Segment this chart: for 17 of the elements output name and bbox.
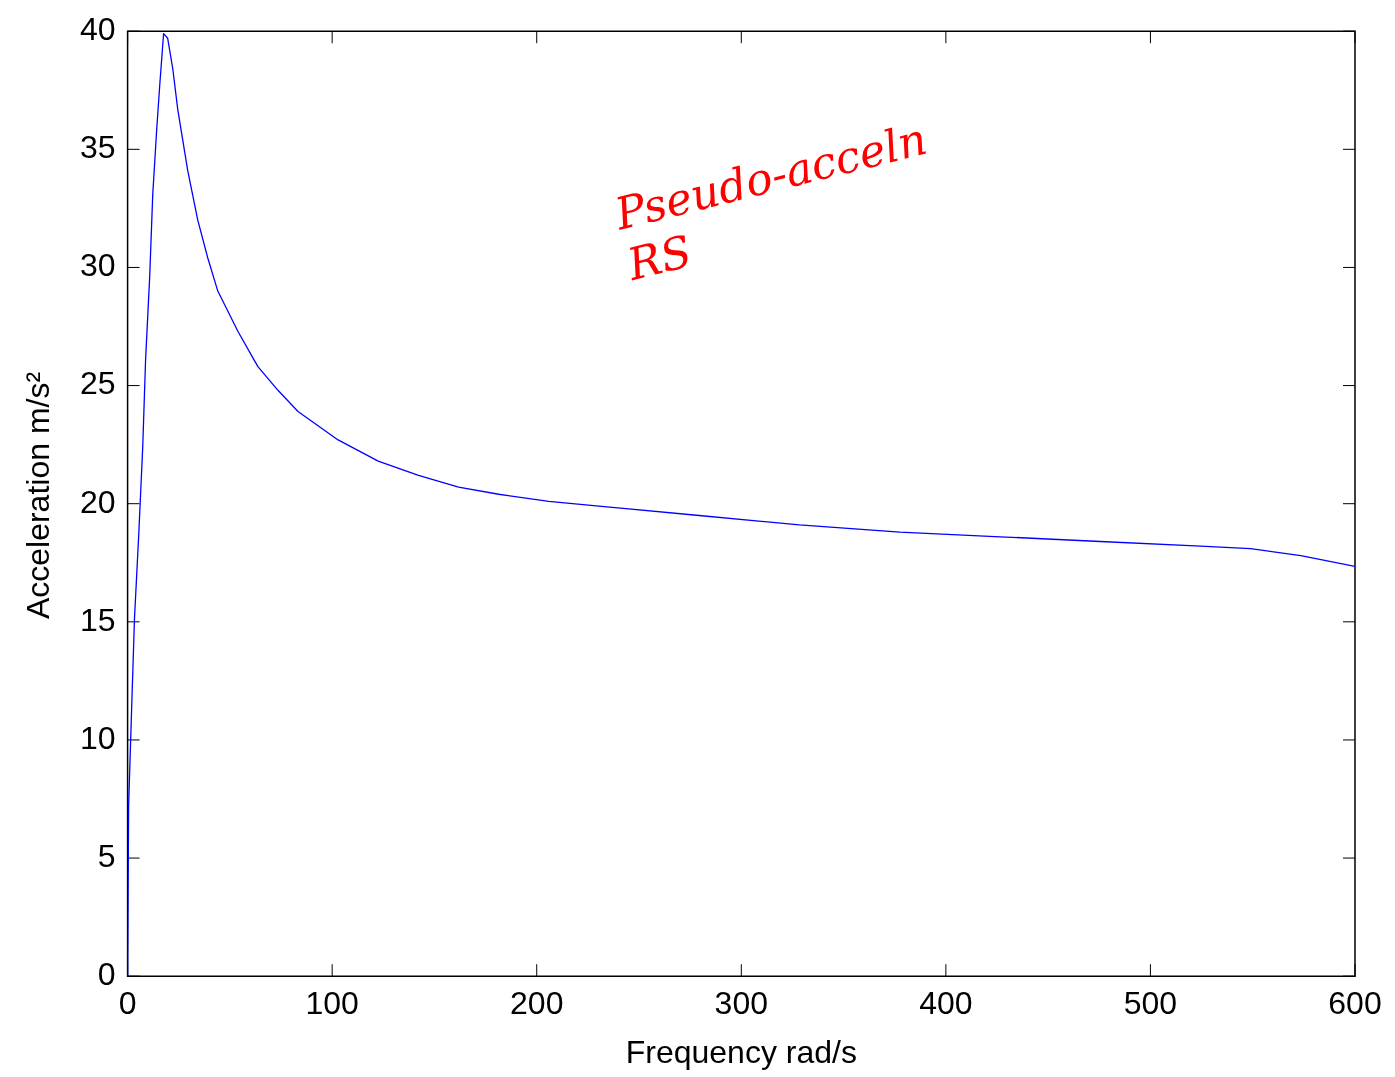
y-tick-label: 35 — [80, 129, 116, 166]
y-tick-label: 0 — [97, 956, 116, 993]
y-axis-title: Acceleration m/s² — [19, 371, 57, 619]
y-tick-label: 10 — [80, 719, 116, 756]
y-tick-label: 25 — [80, 365, 116, 402]
x-tick-label: 200 — [510, 985, 564, 1022]
x-tick-label: 600 — [1328, 985, 1382, 1022]
y-tick-label: 20 — [80, 483, 116, 520]
y-tick-label: 15 — [80, 601, 116, 638]
y-tick-label: 40 — [80, 11, 116, 48]
x-tick-label: 500 — [1123, 985, 1178, 1022]
y-tick-label: 30 — [80, 247, 116, 284]
x-tick-label: 300 — [714, 985, 768, 1022]
x-tick-label: 400 — [919, 985, 973, 1022]
x-axis-title: Frequency rad/s — [625, 1033, 857, 1070]
y-tick-label: 5 — [97, 837, 116, 874]
x-tick-label: 100 — [305, 985, 359, 1022]
